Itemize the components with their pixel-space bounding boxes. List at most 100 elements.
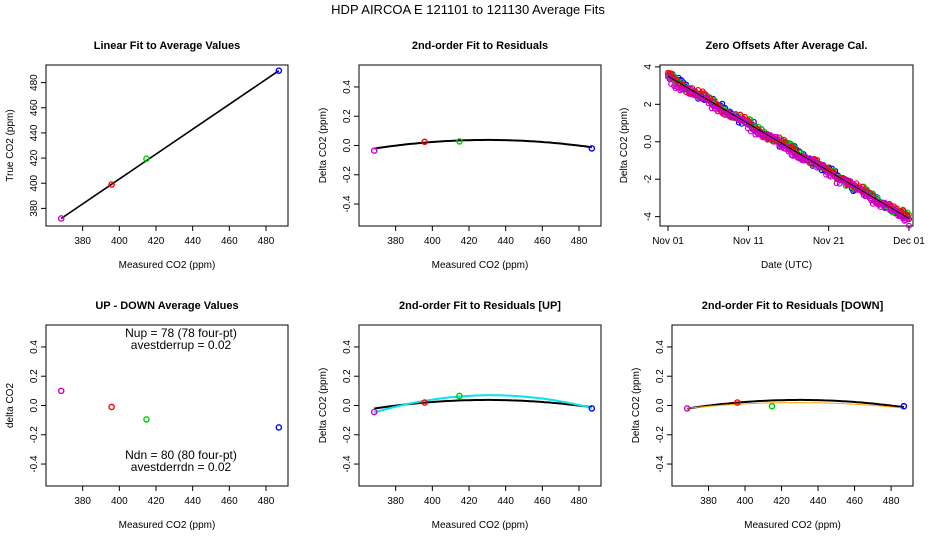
y-tick-label: 400 — [29, 174, 40, 191]
plot-frame — [659, 64, 914, 227]
y-tick-label: -0.2 — [29, 426, 40, 444]
y-tick-label: -0.2 — [342, 426, 353, 444]
x-tick-label: 460 — [534, 496, 551, 507]
y-tick-label: 0.2 — [342, 109, 353, 123]
y-tick-label: 4 — [643, 64, 654, 70]
chart-title: UP - DOWN Average Values — [95, 300, 238, 312]
y-tick-label: 460 — [29, 99, 40, 116]
data-point-magenta — [370, 408, 378, 416]
y-tick-label: -0.4 — [655, 455, 666, 473]
x-axis-label: Measured CO2 (ppm) — [119, 520, 216, 531]
data-point-magenta — [57, 215, 65, 222]
offset-point-magenta — [728, 114, 735, 121]
x-tick-label: 460 — [534, 236, 551, 247]
x-axis-label: Measured CO2 (ppm) — [432, 260, 529, 271]
trend-line — [667, 75, 910, 219]
annotation-avestderrup: avestderrup = 0.02 — [131, 338, 232, 352]
chart-title: 2nd-order Fit to Residuals [UP] — [399, 300, 561, 312]
y-tick-label: 0.4 — [29, 340, 40, 354]
x-tick-label: 440 — [497, 496, 514, 507]
data-point-red — [421, 138, 428, 146]
x-tick-label: 400 — [424, 236, 441, 247]
offset-point-magenta — [905, 222, 912, 229]
x-tick-label: 440 — [810, 496, 827, 507]
x-tick-label: 400 — [111, 236, 128, 247]
offset-point-magenta — [904, 215, 911, 222]
x-tick-label: 420 — [461, 236, 478, 247]
offset-point-magenta — [836, 180, 843, 187]
y-tick-label: 0.4 — [342, 80, 353, 94]
annotation-ndn: Ndn = 80 (80 four-pt) — [125, 448, 237, 462]
data-point-blue — [588, 145, 596, 152]
y-axis-label: True CO2 (ppm) — [5, 109, 16, 181]
y-tick-label: 480 — [29, 74, 40, 91]
y-tick-label: 0.0 — [342, 398, 353, 412]
offset-point-magenta — [686, 90, 693, 97]
x-tick-label: 480 — [571, 236, 588, 247]
offset-point-green — [791, 144, 798, 151]
y-tick-label: 0.4 — [655, 340, 666, 354]
chart-title: Zero Offsets After Average Cal. — [706, 40, 868, 52]
chart-panel-p6: 2nd-order Fit to Residuals [DOWN] 380 400 4… — [631, 300, 914, 531]
offset-point-magenta — [672, 85, 679, 92]
x-tick-label: 420 — [148, 496, 165, 507]
x-tick-label: 380 — [74, 496, 91, 507]
chart-title: 2nd-order Fit to Residuals [DOWN] — [702, 300, 884, 312]
x-tick-label: 440 — [497, 236, 514, 247]
x-tick-label: 460 — [221, 496, 238, 507]
x-tick-label: 400 — [424, 496, 441, 507]
x-tick-label: 380 — [387, 496, 404, 507]
offset-point-magenta — [743, 119, 750, 126]
y-tick-label: 380 — [29, 200, 40, 217]
offset-point-magenta — [669, 76, 676, 83]
plot-frame — [45, 64, 289, 227]
chart-title: 2nd-order Fit to Residuals — [412, 40, 548, 52]
chart-panel-p1: Linear Fit to Average Values 380 400 420 440… — [5, 40, 289, 271]
x-tick-label: 440 — [184, 236, 201, 247]
data-point-blue — [588, 405, 596, 412]
x-tick-label: 380 — [74, 236, 91, 247]
offset-point-magenta — [707, 98, 714, 105]
x-tick-label: 420 — [773, 496, 790, 507]
annotation-nup: Nup = 78 (78 four-pt) — [125, 326, 237, 340]
data-point-blue — [900, 402, 908, 410]
chart-panel-p5: 2nd-order Fit to Residuals [UP] 380 400 420… — [318, 300, 602, 531]
y-tick-label: 0.4 — [342, 340, 353, 354]
data-point-blue — [275, 424, 283, 431]
data-point-green — [768, 402, 776, 410]
chart-panel-p3: Zero Offsets After Average Cal. Nov 01 Nov… — [619, 40, 925, 271]
chart-panel-p4: UP - DOWN Average Values 380 400 420 440 460 4… — [5, 300, 289, 531]
figure-title: HDP AIRCOA E 121101 to 121130 Average Fi… — [331, 2, 605, 17]
x-tick-label: 400 — [737, 496, 754, 507]
y-tick-label: 0.0 — [655, 398, 666, 412]
y-axis-label: Delta CO2 (ppm) — [318, 108, 329, 184]
x-axis-label: Measured CO2 (ppm) — [119, 260, 216, 271]
x-tick-label: 480 — [883, 496, 900, 507]
x-tick-label: Nov 11 — [733, 236, 764, 247]
y-tick-label: -0.4 — [342, 455, 353, 473]
x-tick-label: 460 — [221, 236, 238, 247]
offset-point-magenta — [902, 217, 909, 224]
y-tick-label: 0.2 — [29, 369, 40, 383]
y-axis-label: Delta CO2 (ppm) — [619, 108, 630, 184]
y-tick-label: -0.4 — [342, 195, 353, 213]
fit-curve-black — [687, 398, 905, 410]
y-axis-label: Delta CO2 (ppm) — [318, 368, 329, 444]
offset-point-magenta — [692, 92, 699, 99]
x-tick-label: 480 — [258, 496, 275, 507]
data-point-red — [108, 403, 115, 411]
y-tick-label: -0.4 — [29, 455, 40, 473]
offset-point-magenta — [833, 180, 840, 187]
data-point-green — [456, 392, 463, 400]
x-tick-label: Nov 01 — [652, 236, 684, 247]
x-axis-label: Measured CO2 (ppm) — [432, 520, 529, 531]
data-point-red — [421, 399, 428, 406]
y-tick-label: -4 — [643, 212, 654, 221]
y-tick-label: -0.2 — [342, 166, 353, 184]
data-point-magenta — [370, 147, 378, 154]
data-point-magenta — [683, 405, 691, 412]
data-point-red — [108, 181, 115, 188]
annotation-avestderrdn: avestderrdn = 0.02 — [131, 460, 232, 474]
x-tick-label: 460 — [846, 496, 863, 507]
x-tick-label: 440 — [184, 496, 201, 507]
